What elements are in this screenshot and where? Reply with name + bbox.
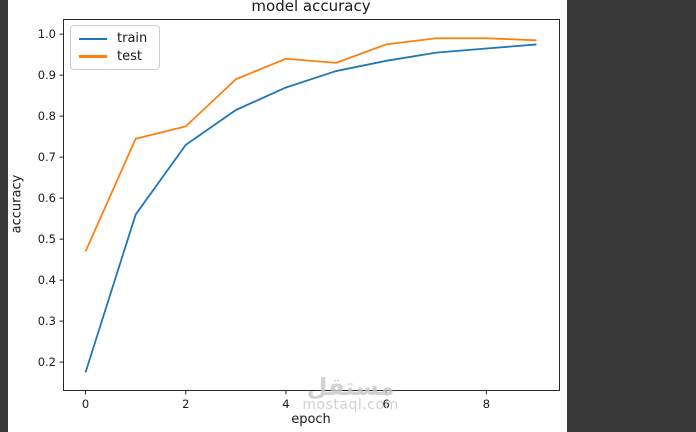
y-tick-label: 0.5 bbox=[38, 232, 56, 246]
legend-line-swatch-test bbox=[79, 55, 107, 58]
y-tick-label: 0.2 bbox=[38, 355, 56, 369]
y-tick-label: 0.7 bbox=[38, 150, 56, 164]
x-tick-label: 4 bbox=[282, 397, 289, 411]
legend-label-train: train bbox=[117, 31, 148, 47]
y-tick-label: 0.3 bbox=[38, 314, 56, 328]
legend-label-test: test bbox=[117, 48, 142, 64]
x-tick-label: 0 bbox=[82, 397, 89, 411]
x-axis-label: epoch bbox=[291, 412, 331, 427]
x-tick-label: 2 bbox=[182, 397, 189, 411]
x-tick-label: 8 bbox=[483, 397, 490, 411]
series-line-train bbox=[84, 43, 537, 373]
x-tick-label: 6 bbox=[382, 397, 389, 411]
y-tick-label: 0.4 bbox=[38, 273, 56, 287]
y-tick-label: 0.6 bbox=[38, 191, 56, 205]
legend-line-swatch-train bbox=[79, 37, 107, 40]
series-line-test bbox=[84, 37, 537, 252]
y-tick-label: 0.9 bbox=[38, 68, 56, 82]
plot-border bbox=[63, 19, 560, 391]
legend-item-train: train bbox=[77, 30, 153, 48]
chart-figure: model accuracy 0 2 4 6 8 0.2 0.3 0.4 0.5 0.6 0.7 0.… bbox=[8, 0, 567, 432]
legend: train test bbox=[70, 25, 160, 70]
y-axis-label: accuracy bbox=[9, 174, 25, 234]
legend-item-test: test bbox=[77, 48, 153, 66]
plot-area: 0 2 4 6 8 0.2 0.3 0.4 0.5 0.6 0.7 0.8 0.9 1.0 bbox=[38, 19, 560, 411]
chart-title: model accuracy bbox=[251, 0, 371, 15]
y-tick-label: 1.0 bbox=[38, 27, 56, 41]
y-tick-label: 0.8 bbox=[38, 109, 56, 123]
